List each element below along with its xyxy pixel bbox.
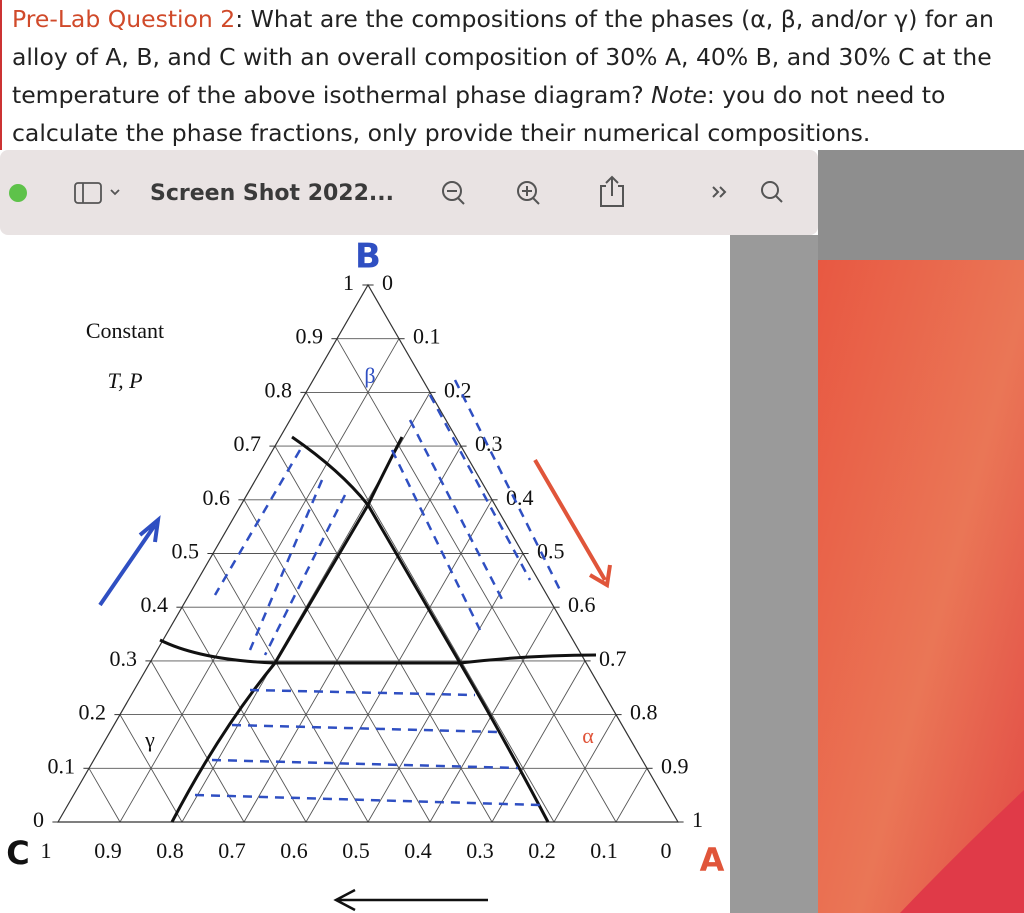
tick-label: 0.6	[280, 838, 308, 863]
phase-label: γ	[144, 727, 155, 752]
tick-label: 0.1	[413, 324, 441, 349]
screen: Screen Shot 2022... 0 0.1 0.2 0.3 0.4 0.5 0.6 0…	[0, 150, 1024, 913]
grid-line	[491, 660, 586, 823]
tick-label: 0.2	[444, 377, 472, 402]
arrow	[533, 458, 612, 589]
share[interactable]	[600, 175, 624, 207]
tick-label: 1	[343, 270, 354, 295]
phase-boundary	[458, 662, 550, 823]
vertex-label: B	[355, 237, 381, 277]
tick-label: 0.6	[203, 485, 231, 510]
grid-line	[615, 768, 648, 823]
tick-label: 0.3	[110, 646, 138, 671]
phase-boundary	[272, 502, 463, 665]
tie-line	[213, 449, 302, 596]
window-title: Screen Shot 2022...	[150, 181, 394, 206]
tick-label: 0.5	[172, 539, 200, 564]
window-side	[730, 235, 818, 913]
tick-label: 0.1	[48, 753, 76, 778]
tick-label: 0.3	[475, 431, 503, 456]
desktop-shape	[900, 790, 1024, 913]
tick-label: 0.1	[590, 838, 618, 863]
grid-line	[181, 606, 307, 823]
phase-boundary	[170, 662, 277, 823]
tick-label: 0.6	[568, 592, 596, 617]
grid-line	[243, 445, 462, 823]
zoom-in[interactable]	[517, 181, 540, 205]
condition: T, P	[107, 368, 142, 393]
desktop	[818, 150, 1024, 913]
tick-label: 0.8	[265, 377, 293, 402]
tick-label: 0.8	[156, 838, 184, 863]
question: Pre-Lab Question 2: What are the composi…	[0, 0, 1010, 150]
tick-label: 0.7	[599, 646, 627, 671]
grid-line	[274, 445, 493, 823]
tick-label: 0	[382, 270, 393, 295]
grid-line	[119, 338, 400, 823]
sidebar-button[interactable]	[74, 182, 102, 204]
toolbar	[0, 150, 818, 235]
tie-line	[390, 449, 482, 631]
ternary-diagram: 00.10.20.30.40.50.60.70.80.91 00.10.20.30…	[6, 237, 725, 912]
vertex-label: C	[6, 834, 29, 872]
grid-line	[336, 338, 617, 823]
tick-label: 0.9	[94, 838, 122, 863]
tick-label: 0.2	[79, 700, 107, 725]
tie-line	[453, 379, 562, 591]
tick-label: 0.9	[661, 753, 689, 778]
tick-label: 0.3	[466, 838, 494, 863]
tick-label: 0.8	[630, 700, 658, 725]
grid-line	[429, 606, 555, 823]
tick-label: 1	[41, 838, 52, 863]
tie-line	[408, 419, 507, 606]
tie-line	[263, 494, 347, 656]
question-label: Pre-Lab Question 2	[12, 5, 236, 33]
phase-boundary	[459, 653, 597, 665]
tie-line	[231, 723, 499, 734]
tick-label: 0.4	[404, 838, 432, 863]
grid-line	[367, 553, 524, 823]
tick-label: 0.2	[528, 838, 556, 863]
window-button[interactable]	[9, 184, 27, 202]
grid-line	[88, 768, 121, 823]
window-bar-shadow	[818, 150, 1024, 260]
tick-label: 0.5	[537, 539, 565, 564]
grid-line	[553, 714, 617, 823]
more[interactable]	[712, 186, 727, 198]
arrow	[333, 888, 488, 912]
arrow	[98, 515, 161, 607]
tick-label: 0.4	[506, 485, 534, 510]
grid-line	[119, 714, 183, 823]
tick-label: 0.5	[342, 838, 370, 863]
vertex-label: A	[700, 841, 725, 879]
question-text: : What are the compositions of the phase…	[12, 5, 994, 109]
tick-label: 0.7	[218, 838, 246, 863]
note: Note	[651, 81, 707, 109]
phase-label: β	[364, 363, 375, 388]
tie-line	[428, 394, 532, 581]
tick-label: 0.4	[141, 592, 169, 617]
search[interactable]	[761, 181, 783, 203]
question-text: : you do not need to calculate the phase…	[12, 81, 946, 147]
phase-boundary	[159, 638, 276, 665]
condition: Constant	[86, 318, 164, 343]
phase-label: α	[582, 723, 594, 748]
tie-line	[211, 758, 519, 770]
zoom-out[interactable]	[442, 181, 465, 205]
tick-label: 0.9	[296, 324, 324, 349]
tick-label: 0	[33, 807, 44, 832]
tick-label: 1	[692, 807, 703, 832]
grid-line	[212, 553, 369, 823]
tick-label: 0.7	[234, 431, 262, 456]
tie-line	[249, 688, 476, 697]
tick-label: 0	[661, 838, 672, 863]
